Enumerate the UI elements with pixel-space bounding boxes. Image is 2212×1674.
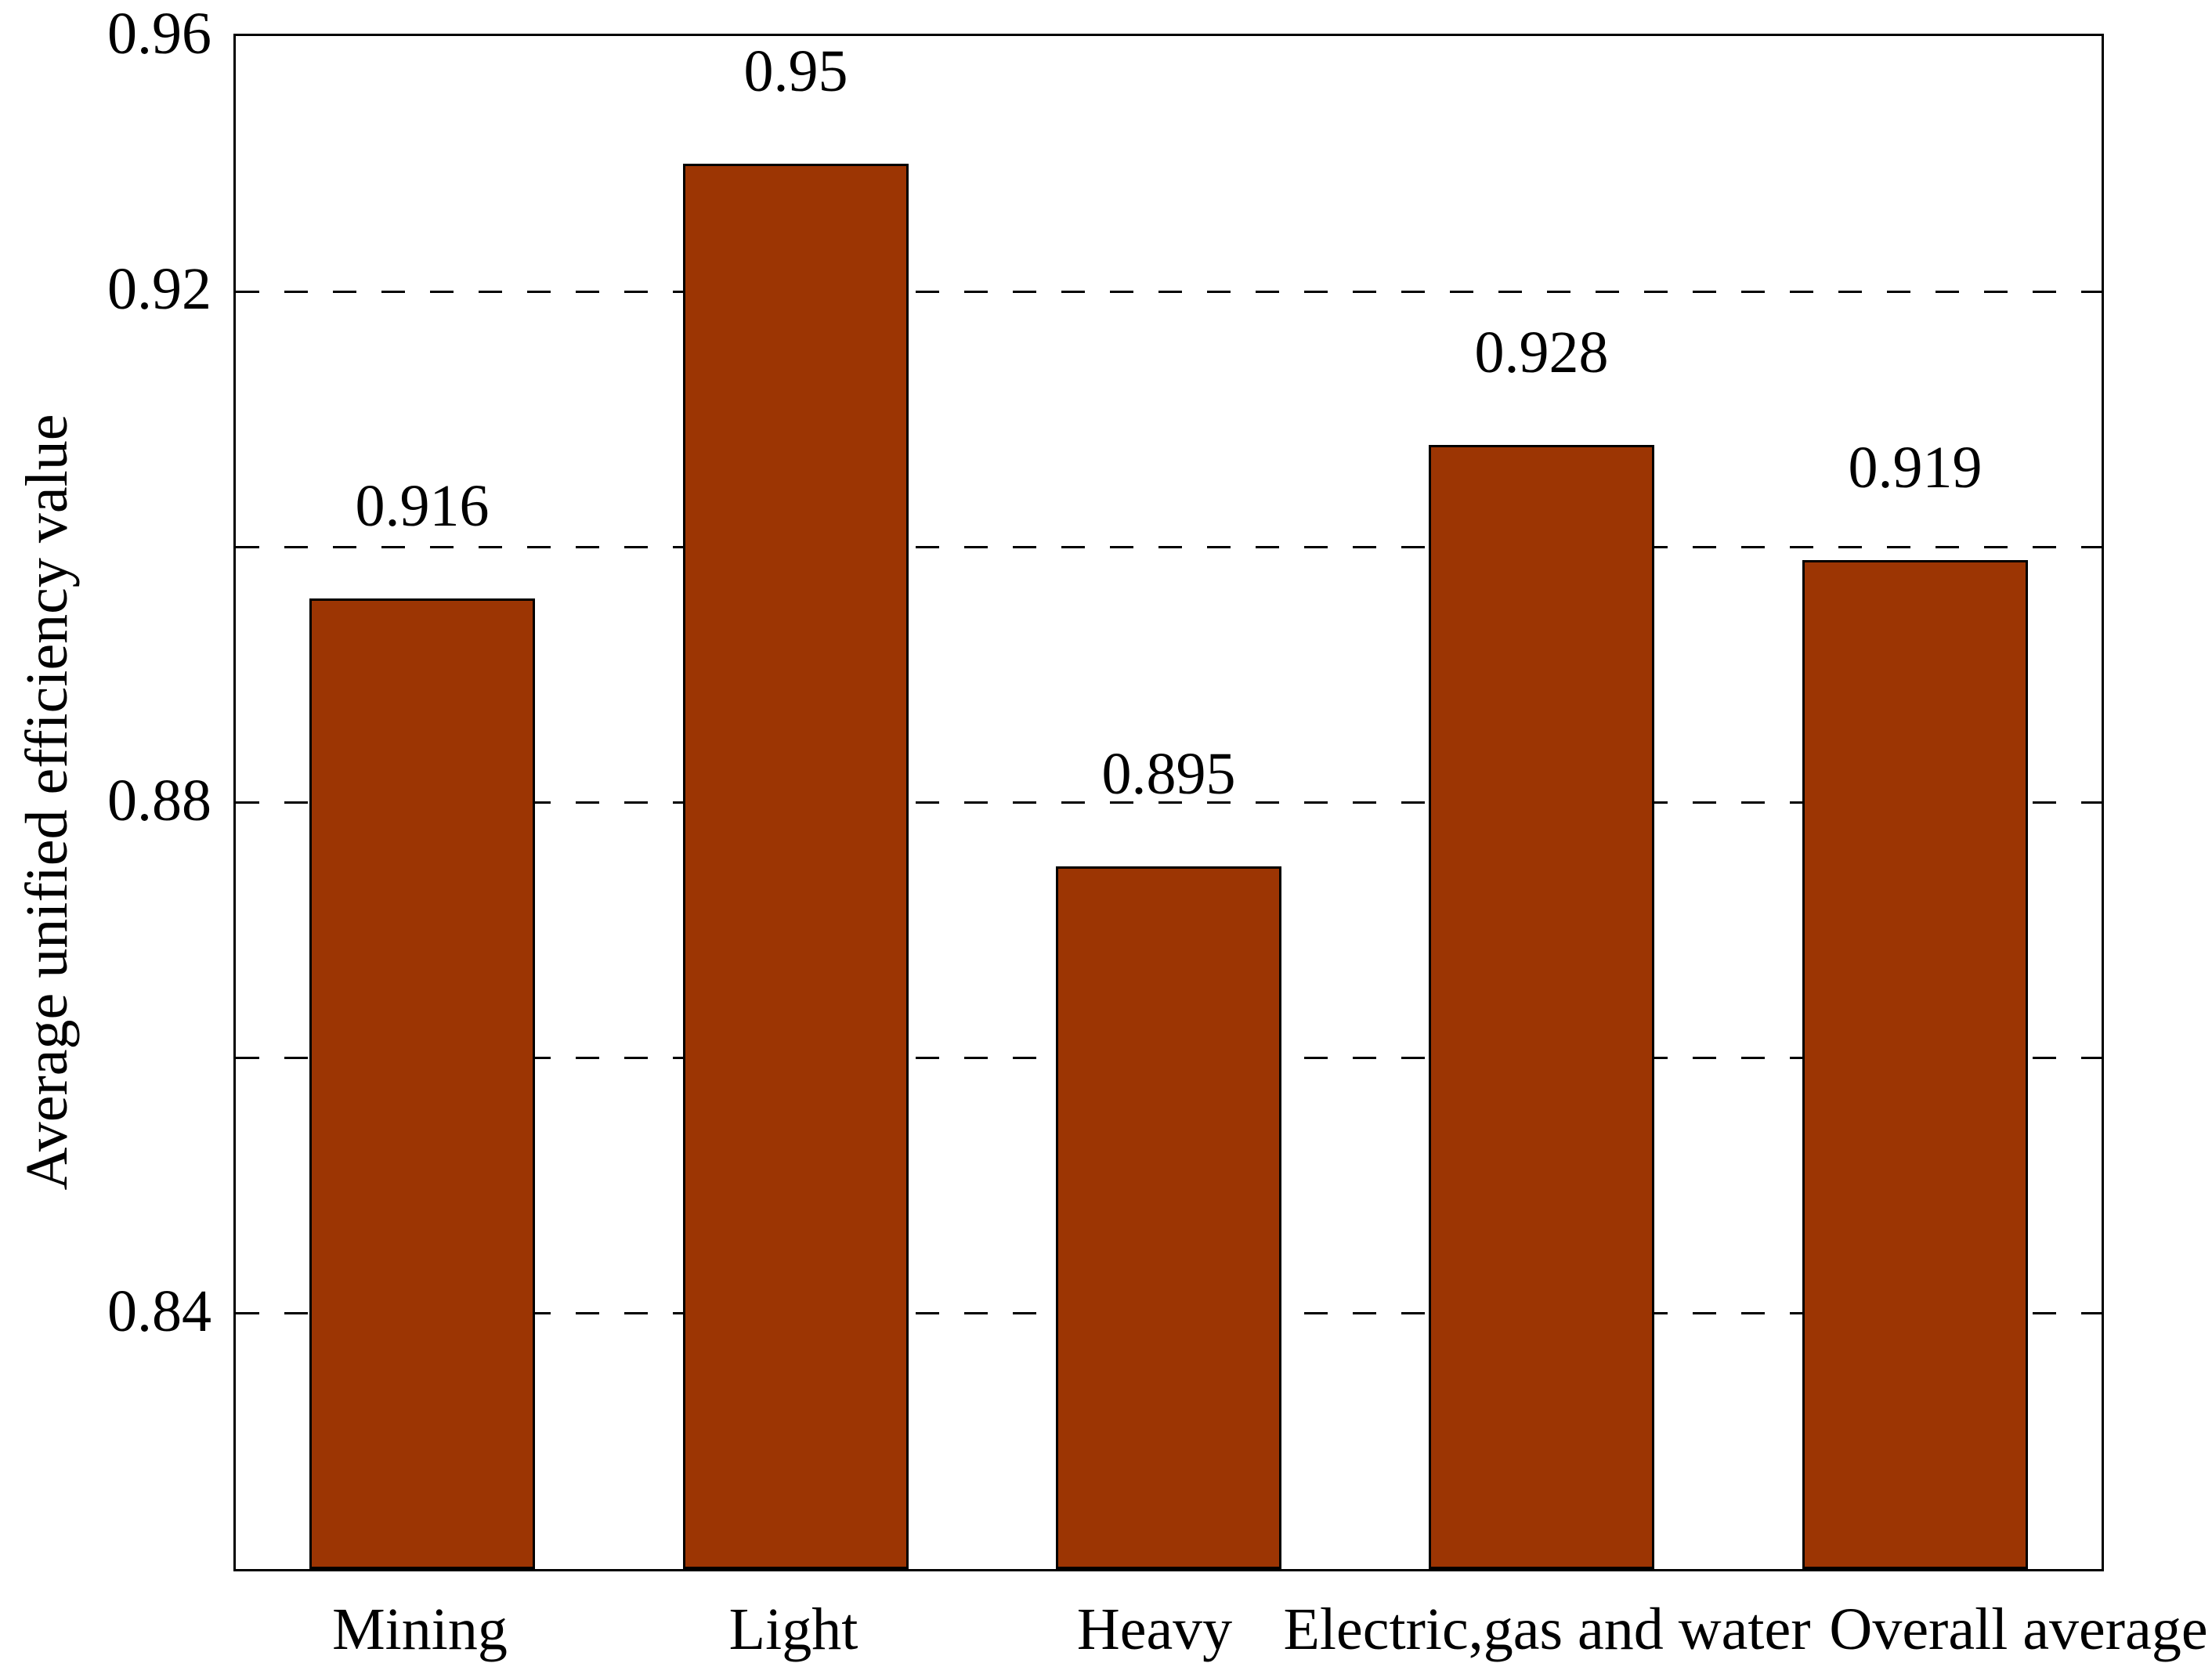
plot-area: 0.916 0.95 0.895 0.928 0.919: [233, 34, 2104, 1571]
y-tick-label: 0.84: [107, 1278, 211, 1344]
y-tick-label: 0.96: [107, 1, 211, 67]
bar-mining: [309, 598, 535, 1569]
bar-electric-gas-and-water: [1429, 445, 1654, 1569]
bar-value-label: 0.919: [1848, 435, 1982, 501]
x-axis-label: Heavy: [1076, 1596, 1233, 1662]
x-axis-label: Light: [728, 1596, 858, 1662]
gridline-dashed: [236, 801, 2102, 804]
bar-value-label: 0.895: [1101, 741, 1236, 807]
bar-value-label: 0.928: [1474, 320, 1609, 385]
bar-heavy: [1056, 866, 1281, 1569]
gridline-dashed: [236, 546, 2102, 548]
bar-light: [683, 164, 909, 1569]
x-axis-label: Overall average: [1829, 1596, 2208, 1662]
bar-overall-average: [1802, 560, 2028, 1569]
y-tick-label: 0.92: [107, 256, 211, 322]
x-axis-label: Electric,gas and water: [1283, 1596, 1811, 1662]
bar-value-label: 0.916: [355, 473, 490, 539]
y-tick-label: 0.88: [107, 768, 211, 833]
gridline-dashed: [236, 291, 2102, 293]
bar-value-label: 0.95: [743, 38, 848, 104]
x-axis-label: Mining: [332, 1596, 508, 1662]
